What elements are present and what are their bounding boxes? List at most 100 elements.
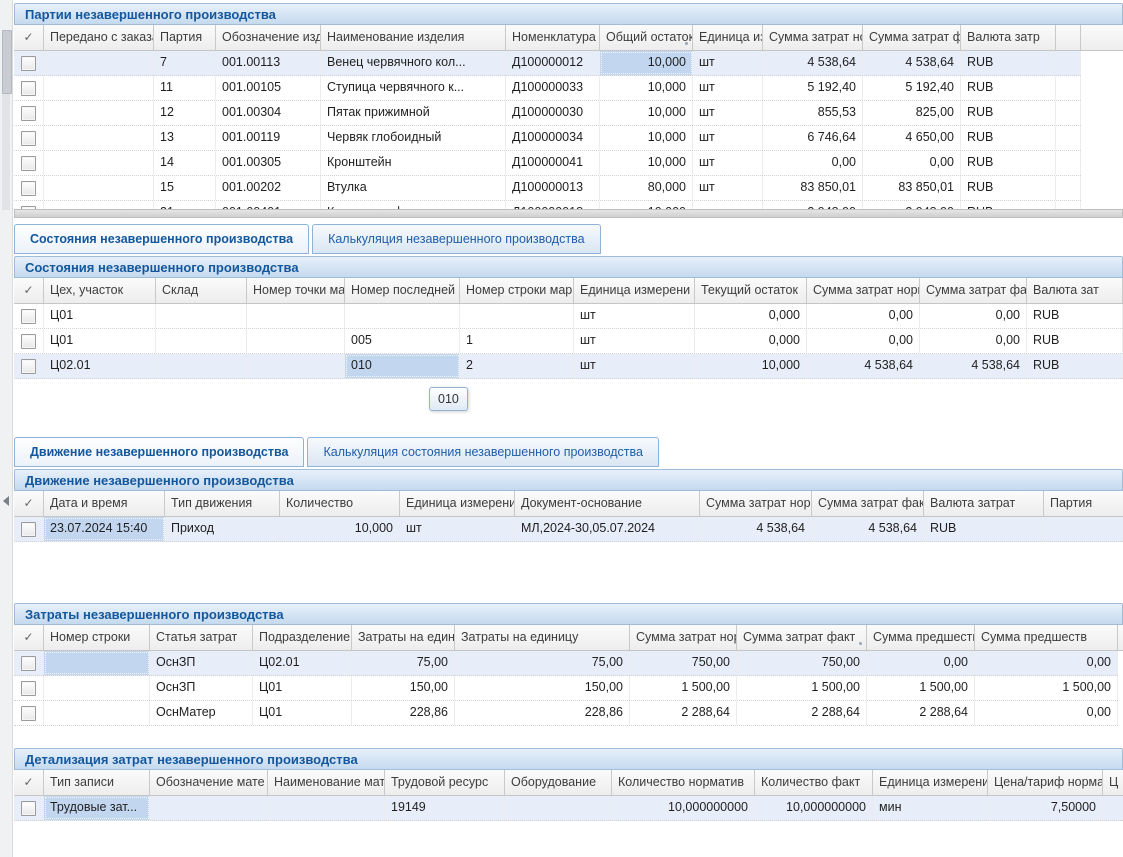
cell[interactable] bbox=[156, 354, 247, 378]
column-header[interactable]: Статья затрат bbox=[150, 625, 253, 650]
cell[interactable]: 1 500,00 bbox=[630, 676, 737, 700]
vertical-scrollbar-thumb[interactable] bbox=[2, 30, 12, 94]
cell[interactable]: Д100000034 bbox=[506, 126, 600, 150]
checkbox-cell[interactable] bbox=[14, 76, 44, 100]
column-header[interactable]: Количество bbox=[280, 491, 400, 516]
cell[interactable] bbox=[1044, 517, 1123, 541]
table-row[interactable]: 15 001.00202 Втулка Д100000013 80,000 шт 83 85… bbox=[14, 176, 1081, 201]
cell[interactable]: Приход bbox=[165, 517, 280, 541]
cell[interactable]: 4 538,64 bbox=[812, 517, 924, 541]
cell[interactable]: 14 bbox=[154, 151, 216, 175]
cell[interactable]: 005 bbox=[345, 329, 460, 353]
cell[interactable]: Д100000013 bbox=[506, 176, 600, 200]
column-header[interactable]: Цех, участок bbox=[44, 278, 156, 303]
column-header[interactable]: Валюта зат bbox=[1027, 278, 1123, 303]
cell[interactable]: шт bbox=[693, 51, 763, 75]
cell[interactable]: RUB bbox=[961, 201, 1056, 209]
table-row[interactable]: 7 001.00113 Венец червячного кол... Д100000… bbox=[14, 51, 1081, 76]
cell[interactable]: ОснМатер bbox=[150, 701, 253, 725]
cell[interactable]: 228,86 bbox=[455, 701, 630, 725]
cell[interactable]: RUB bbox=[1027, 354, 1123, 378]
column-header[interactable]: Цена/тариф норма bbox=[988, 770, 1103, 795]
cell[interactable]: 001.00113 bbox=[216, 51, 321, 75]
cell[interactable]: RUB bbox=[961, 151, 1056, 175]
cell[interactable]: 23.07.2024 15:40 bbox=[44, 517, 165, 541]
cell[interactable] bbox=[156, 304, 247, 328]
cell[interactable] bbox=[44, 126, 154, 150]
column-header[interactable]: Партия bbox=[1044, 491, 1123, 516]
cell[interactable] bbox=[44, 101, 154, 125]
cell[interactable]: Венец червячного кол... bbox=[321, 51, 506, 75]
column-header[interactable]: Передано с заказа bbox=[44, 25, 154, 50]
cell[interactable] bbox=[44, 51, 154, 75]
column-header[interactable]: Номер точки марш bbox=[247, 278, 345, 303]
cell[interactable]: RUB bbox=[961, 176, 1056, 200]
row-checkbox[interactable] bbox=[21, 521, 36, 537]
cell[interactable]: 5 192,40 bbox=[763, 76, 863, 100]
cell[interactable]: 1 500,00 bbox=[867, 676, 975, 700]
column-header[interactable]: Наименование изделия bbox=[321, 25, 506, 50]
cell[interactable]: Червяк глобоидный bbox=[321, 126, 506, 150]
column-header[interactable]: Обозначение мате bbox=[150, 770, 268, 795]
cell[interactable]: 10,000 bbox=[600, 51, 693, 75]
column-header[interactable]: Затраты на единицу bbox=[455, 625, 630, 650]
cell[interactable] bbox=[1103, 796, 1123, 820]
tab-calculation-state-wip[interactable]: Калькуляция состояния незавершенного про… bbox=[307, 437, 659, 467]
table-row[interactable]: Трудовые зат... 19149 10,000000000 10,00000… bbox=[14, 796, 1123, 821]
column-header[interactable]: Подразделение bbox=[253, 625, 352, 650]
cell[interactable]: 4 538,64 bbox=[763, 51, 863, 75]
select-all-header[interactable]: ✓ bbox=[14, 25, 44, 50]
cell[interactable]: 10,000000000 bbox=[612, 796, 755, 820]
cell[interactable] bbox=[1056, 176, 1081, 200]
cell[interactable]: 10,000 bbox=[600, 201, 693, 209]
cell[interactable] bbox=[156, 329, 247, 353]
cell[interactable]: 12 bbox=[154, 101, 216, 125]
cell[interactable]: 4 538,64 bbox=[863, 51, 961, 75]
cell[interactable] bbox=[505, 796, 612, 820]
cell[interactable]: 4 538,64 bbox=[807, 354, 920, 378]
cell[interactable]: Трудовые зат... bbox=[44, 796, 150, 820]
column-header[interactable]: Сумма затрат норм bbox=[700, 491, 812, 516]
cell[interactable]: 001.00401 bbox=[216, 201, 321, 209]
column-header[interactable]: Валюта затрат bbox=[924, 491, 1044, 516]
column-header[interactable]: Оборудование bbox=[505, 770, 612, 795]
column-header[interactable]: Единица измерени bbox=[400, 491, 515, 516]
cell[interactable] bbox=[44, 701, 150, 725]
cell[interactable]: Д100000030 bbox=[506, 101, 600, 125]
tab-movement-wip[interactable]: Движение незавершенного производства bbox=[14, 437, 305, 467]
cell[interactable] bbox=[44, 201, 154, 209]
checkbox-cell[interactable] bbox=[14, 51, 44, 75]
cell[interactable]: шт bbox=[693, 76, 763, 100]
cell[interactable]: 150,00 bbox=[352, 676, 455, 700]
select-all-header[interactable]: ✓ bbox=[14, 278, 44, 303]
cell[interactable]: 10,000 bbox=[600, 76, 693, 100]
cell[interactable]: 21 bbox=[154, 201, 216, 209]
row-checkbox[interactable] bbox=[21, 333, 36, 349]
checkbox-cell[interactable] bbox=[14, 176, 44, 200]
cell[interactable]: 750,00 bbox=[737, 651, 867, 675]
cell[interactable]: мин bbox=[873, 796, 988, 820]
cell[interactable]: Втулка bbox=[321, 176, 506, 200]
column-header[interactable]: Номенклатура и bbox=[506, 25, 600, 50]
cell[interactable]: 11 bbox=[154, 76, 216, 100]
cell[interactable]: 10,000 bbox=[600, 126, 693, 150]
column-header[interactable]: Склад bbox=[156, 278, 247, 303]
cell[interactable]: Ступица червячного к... bbox=[321, 76, 506, 100]
column-header[interactable]: Единица изм bbox=[693, 25, 763, 50]
cell[interactable] bbox=[1056, 201, 1081, 209]
cell[interactable]: шт bbox=[693, 101, 763, 125]
checkbox-cell[interactable] bbox=[14, 517, 44, 541]
cell[interactable]: 15 bbox=[154, 176, 216, 200]
cell[interactable]: RUB bbox=[924, 517, 1044, 541]
cell[interactable]: RUB bbox=[961, 51, 1056, 75]
row-checkbox[interactable] bbox=[21, 130, 36, 146]
row-checkbox[interactable] bbox=[21, 308, 36, 324]
column-header[interactable]: Трудовой ресурс bbox=[385, 770, 505, 795]
cell[interactable]: RUB bbox=[961, 101, 1056, 125]
cell[interactable]: 2 948,90 bbox=[763, 201, 863, 209]
cell[interactable]: 83 850,01 bbox=[763, 176, 863, 200]
cell[interactable]: RUB bbox=[961, 126, 1056, 150]
checkbox-cell[interactable] bbox=[14, 354, 44, 378]
cell[interactable] bbox=[345, 304, 460, 328]
cell[interactable]: 6 746,64 bbox=[763, 126, 863, 150]
